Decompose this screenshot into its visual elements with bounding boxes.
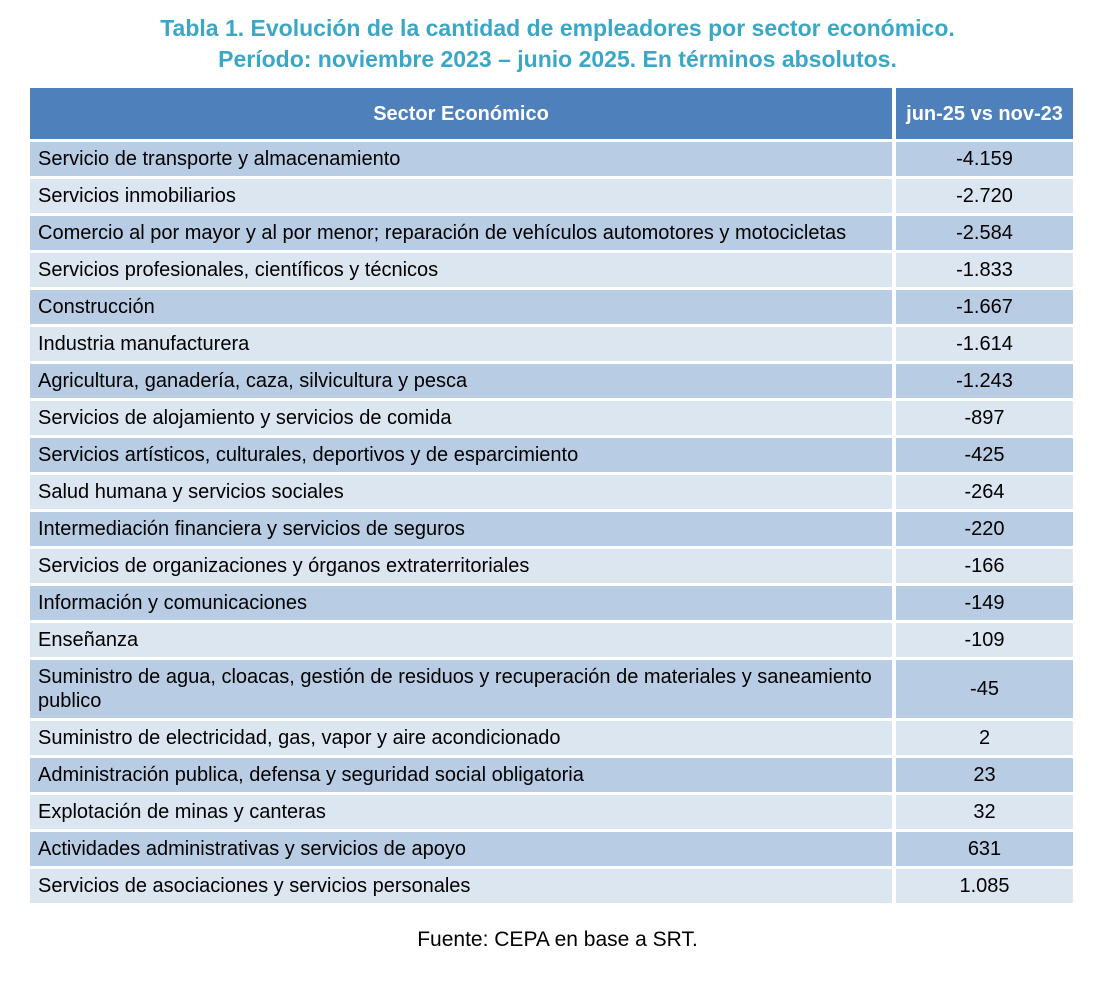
table-row: Actividades administrativas y servicios … <box>30 832 1073 866</box>
sector-cell: Enseñanza <box>30 623 892 657</box>
value-cell: -109 <box>896 623 1073 657</box>
sector-cell: Suministro de agua, cloacas, gestión de … <box>30 660 892 718</box>
header-cell-period-diff: jun-25 vs nov-23 <box>896 88 1073 139</box>
table-row: Salud humana y servicios sociales -264 <box>30 475 1073 509</box>
sector-cell: Servicios inmobiliarios <box>30 179 892 213</box>
table-row: Servicios de asociaciones y servicios pe… <box>30 869 1073 903</box>
table-row: Agricultura, ganadería, caza, silvicultu… <box>30 364 1073 398</box>
value-cell: -897 <box>896 401 1073 435</box>
sector-cell: Intermediación financiera y servicios de… <box>30 512 892 546</box>
sector-cell: Información y comunicaciones <box>30 586 892 620</box>
table-row: Comercio al por mayor y al por menor; re… <box>30 216 1073 250</box>
value-cell: -1.614 <box>896 327 1073 361</box>
sector-cell: Suministro de electricidad, gas, vapor y… <box>30 721 892 755</box>
table-row: Servicios artísticos, culturales, deport… <box>30 438 1073 472</box>
value-cell: -166 <box>896 549 1073 583</box>
value-cell: 2 <box>896 721 1073 755</box>
sector-cell: Servicios profesionales, científicos y t… <box>30 253 892 287</box>
sector-cell: Salud humana y servicios sociales <box>30 475 892 509</box>
sector-cell: Servicios de organizaciones y órganos ex… <box>30 549 892 583</box>
table-row: Construcción -1.667 <box>30 290 1073 324</box>
value-cell: 631 <box>896 832 1073 866</box>
value-cell: -220 <box>896 512 1073 546</box>
value-cell: -2.584 <box>896 216 1073 250</box>
value-cell: 23 <box>896 758 1073 792</box>
table-row: Servicios de organizaciones y órganos ex… <box>30 549 1073 583</box>
table-row: Información y comunicaciones -149 <box>30 586 1073 620</box>
table-title-line1: Tabla 1. Evolución de la cantidad de emp… <box>160 15 955 41</box>
table-row: Administración publica, defensa y seguri… <box>30 758 1073 792</box>
table-row: Enseñanza -109 <box>30 623 1073 657</box>
table-row: Suministro de electricidad, gas, vapor y… <box>30 721 1073 755</box>
value-cell: -1.833 <box>896 253 1073 287</box>
table-row: Suministro de agua, cloacas, gestión de … <box>30 660 1073 718</box>
table-title-line2: Período: noviembre 2023 – junio 2025. En… <box>218 46 897 72</box>
table-body: Servicio de transporte y almacenamiento -… <box>30 142 1073 903</box>
value-cell: -1.243 <box>896 364 1073 398</box>
value-cell: -264 <box>896 475 1073 509</box>
value-cell: -425 <box>896 438 1073 472</box>
sector-cell: Agricultura, ganadería, caza, silvicultu… <box>30 364 892 398</box>
report-page: Tabla 1. Evolución de la cantidad de emp… <box>0 0 1115 951</box>
table-row: Intermediación financiera y servicios de… <box>30 512 1073 546</box>
source-note: Fuente: CEPA en base a SRT. <box>417 928 698 951</box>
table-header: Sector Económico jun-25 vs nov-23 <box>30 88 1073 139</box>
sector-cell: Actividades administrativas y servicios … <box>30 832 892 866</box>
table-row: Explotación de minas y canteras 32 <box>30 795 1073 829</box>
sector-cell: Industria manufacturera <box>30 327 892 361</box>
table-row: Servicios profesionales, científicos y t… <box>30 253 1073 287</box>
table-row: Servicio de transporte y almacenamiento -… <box>30 142 1073 176</box>
table-row: Industria manufacturera -1.614 <box>30 327 1073 361</box>
value-cell: 1.085 <box>896 869 1073 903</box>
employers-by-sector-table: Sector Económico jun-25 vs nov-23 Servic… <box>26 85 1077 906</box>
sector-cell: Construcción <box>30 290 892 324</box>
sector-cell: Servicios de alojamiento y servicios de … <box>30 401 892 435</box>
sector-cell: Servicios artísticos, culturales, deport… <box>30 438 892 472</box>
table-row: Servicios inmobiliarios -2.720 <box>30 179 1073 213</box>
value-cell: -2.720 <box>896 179 1073 213</box>
table-title: Tabla 1. Evolución de la cantidad de emp… <box>0 0 1115 75</box>
table-row: Servicios de alojamiento y servicios de … <box>30 401 1073 435</box>
sector-cell: Comercio al por mayor y al por menor; re… <box>30 216 892 250</box>
value-cell: -4.159 <box>896 142 1073 176</box>
value-cell: -149 <box>896 586 1073 620</box>
table-header-row: Sector Económico jun-25 vs nov-23 <box>30 88 1073 139</box>
value-cell: 32 <box>896 795 1073 829</box>
sector-cell: Servicios de asociaciones y servicios pe… <box>30 869 892 903</box>
sector-cell: Servicio de transporte y almacenamiento <box>30 142 892 176</box>
sector-cell: Explotación de minas y canteras <box>30 795 892 829</box>
sector-cell: Administración publica, defensa y seguri… <box>30 758 892 792</box>
header-cell-sector: Sector Económico <box>30 88 892 139</box>
value-cell: -1.667 <box>896 290 1073 324</box>
value-cell: -45 <box>896 660 1073 718</box>
